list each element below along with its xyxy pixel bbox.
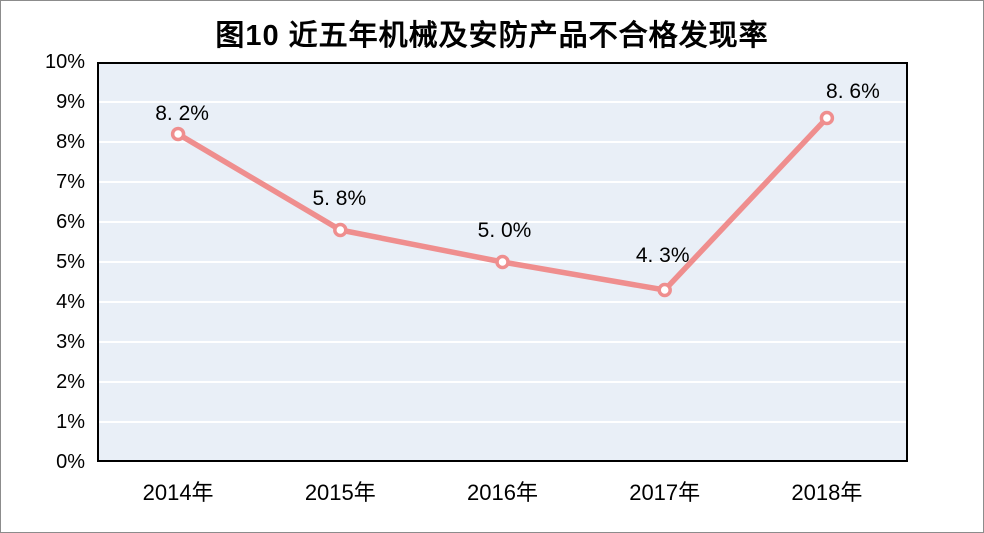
y-tick-label: 9% [56, 91, 85, 113]
y-tick-label: 1% [56, 411, 85, 433]
line-series-svg [170, 110, 835, 298]
data-point-marker-2017年 [657, 282, 672, 298]
y-tick-label: 6% [56, 211, 85, 233]
gridline-1pct [99, 421, 906, 423]
x-tick-label: 2016年 [467, 480, 538, 505]
y-tick-label: 3% [56, 331, 85, 353]
data-label-2018年: 8. 6% [826, 80, 880, 103]
chart-title: 图10 近五年机械及安防产品不合格发现率 [215, 20, 769, 52]
x-tick-label: 2017年 [629, 480, 701, 505]
data-point-marker-2016年 [495, 254, 510, 270]
gridline-9pct [99, 101, 906, 103]
y-tick-label: 4% [56, 291, 85, 313]
gridline-2pct [99, 381, 906, 383]
data-point-marker-2018年 [819, 110, 835, 126]
y-tick-label: 10% [44, 51, 85, 73]
y-tick-label: 7% [56, 171, 85, 193]
gridline-8pct [99, 141, 906, 143]
data-label-2017年: 4. 3% [635, 244, 690, 267]
y-tick-label: 5% [56, 251, 85, 273]
data-point-marker-2015年 [333, 222, 348, 238]
x-tick-label: 2014年 [142, 480, 214, 505]
y-tick-label: 8% [56, 131, 85, 153]
gridline-4pct [99, 301, 906, 303]
data-label-2015年: 5. 8% [312, 187, 367, 210]
y-tick-label: 0% [56, 451, 85, 473]
x-tick-label: 2018年 [791, 480, 863, 505]
y-tick-label: 2% [56, 371, 85, 393]
x-tick-label: 2015年 [304, 480, 376, 505]
data-label-2016年: 5. 0% [477, 219, 532, 242]
gridline-6pct [99, 221, 906, 223]
gridline-3pct [99, 341, 906, 343]
data-label-2014年: 8. 2% [155, 102, 209, 125]
gridline-7pct [99, 181, 906, 183]
data-point-marker-2014年 [170, 126, 186, 142]
